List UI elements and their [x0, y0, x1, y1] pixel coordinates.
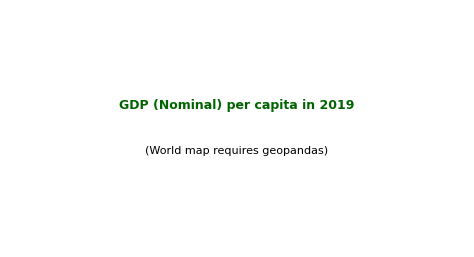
Text: GDP (Nominal) per capita in 2019: GDP (Nominal) per capita in 2019 [119, 99, 355, 112]
Text: (World map requires geopandas): (World map requires geopandas) [146, 146, 328, 156]
